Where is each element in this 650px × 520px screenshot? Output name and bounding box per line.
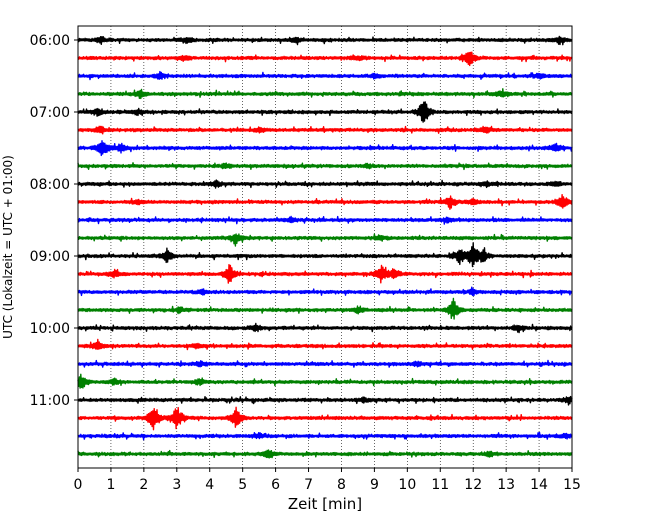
trace-line <box>77 70 573 81</box>
trace-line <box>77 395 573 406</box>
trace-line <box>77 193 573 210</box>
x-tick-label: 12 <box>464 477 482 493</box>
trace-line <box>77 297 573 320</box>
x-tick-label: 7 <box>304 477 313 493</box>
trace-line <box>77 233 573 247</box>
y-axis-ticks: 06:00 07:00 08:00 09:00 10:00 11:00 <box>30 33 78 409</box>
trace-line <box>77 51 573 67</box>
x-tick-label: 1 <box>106 477 115 493</box>
x-tick-label: 13 <box>497 477 515 493</box>
y-tick-label: 10:00 <box>30 321 70 337</box>
trace-line <box>77 449 573 459</box>
y-tick-label: 11:00 <box>30 393 70 409</box>
y-tick-label: 09:00 <box>30 249 70 265</box>
trace-line <box>77 140 573 157</box>
y-tick-label: 06:00 <box>30 33 70 49</box>
trace-line <box>77 406 573 431</box>
x-tick-label: 8 <box>337 477 346 493</box>
seismic-traces <box>77 35 573 459</box>
x-tick-label: 2 <box>139 477 148 493</box>
plot-frame <box>77 25 573 469</box>
trace-line <box>77 264 573 284</box>
x-tick-label: 14 <box>530 477 548 493</box>
x-tick-label: 5 <box>238 477 247 493</box>
y-axis-label: UTC (Lokalzeit = UTC + 01:00) <box>1 155 15 339</box>
trace-line <box>77 162 573 171</box>
x-tick-label: 3 <box>172 477 181 493</box>
trace-line <box>77 286 573 297</box>
x-tick-label: 10 <box>398 477 416 493</box>
trace-line <box>77 179 573 189</box>
trace-line <box>77 88 573 100</box>
y-tick-label: 07:00 <box>30 105 70 121</box>
x-tick-label: 15 <box>563 477 581 493</box>
x-axis-label: Zeit [min] <box>288 495 362 513</box>
trace-line <box>77 359 573 368</box>
trace-line <box>77 431 573 441</box>
trace-line <box>77 215 573 225</box>
trace-line <box>77 35 573 46</box>
trace-line <box>77 373 573 389</box>
x-tick-label: 6 <box>271 477 280 493</box>
x-tick-label: 4 <box>205 477 214 493</box>
trace-line <box>77 338 573 351</box>
x-tick-label: 0 <box>74 477 83 493</box>
trace-line <box>77 242 573 268</box>
y-tick-label: 08:00 <box>30 177 70 193</box>
x-axis-ticks: 0 1 2 3 4 5 6 7 8 9 10 11 12 13 14 15 <box>74 468 581 493</box>
trace-line <box>77 322 573 334</box>
trace-line <box>77 125 573 135</box>
x-tick-label: 9 <box>370 477 379 493</box>
x-tick-label: 11 <box>431 477 449 493</box>
trace-line <box>77 101 573 123</box>
